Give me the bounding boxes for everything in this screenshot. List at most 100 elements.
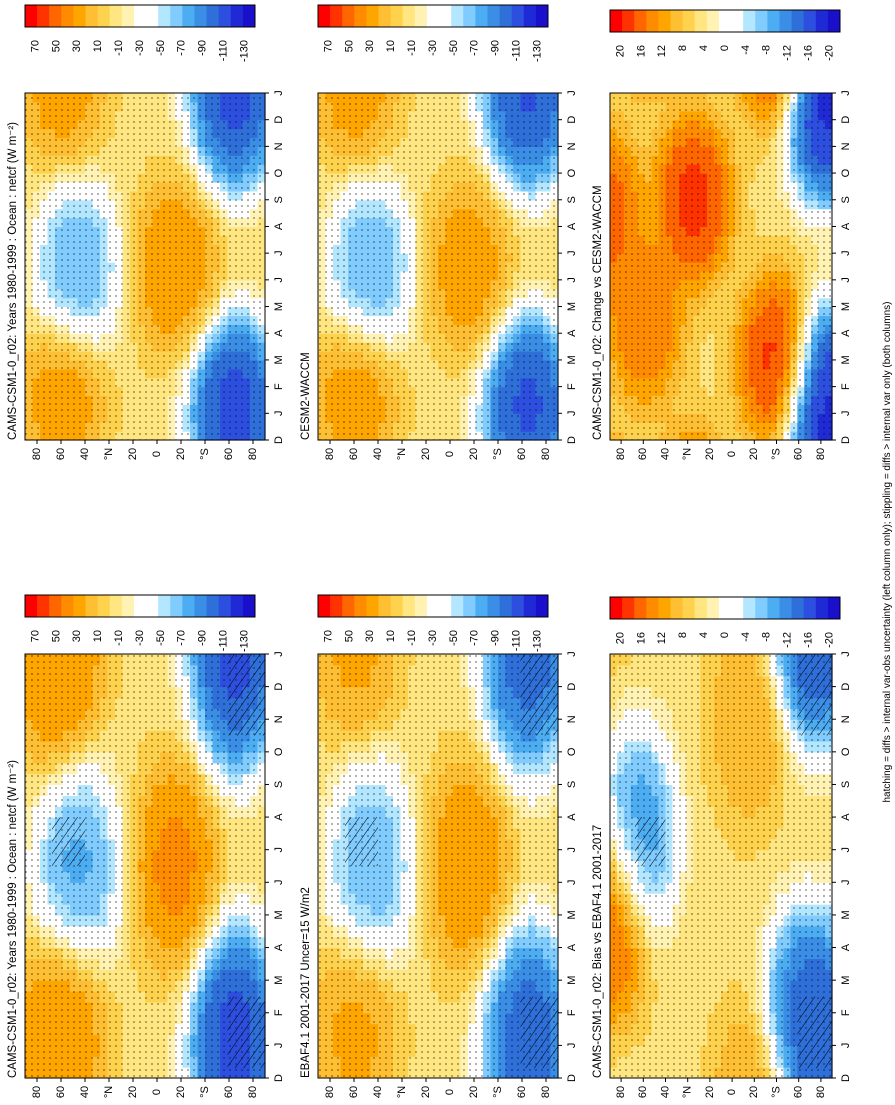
colorbar-swatch (218, 595, 232, 617)
latitude-tick-label: 0 (151, 1089, 163, 1095)
latitude-tick-label: 60 (55, 1086, 67, 1098)
colorbar-tick-label: -110 (218, 40, 230, 61)
colorbar-swatch (330, 595, 343, 617)
month-tick-label: M (566, 976, 578, 985)
month-tick-label: O (566, 747, 578, 756)
colorbar-swatch (242, 5, 256, 27)
colorbar-swatch (158, 5, 171, 27)
colorbar-tick-label: -30 (427, 630, 439, 646)
colorbar-swatch (194, 595, 207, 617)
month-tick-label: D (566, 683, 578, 691)
colorbar-tick-label: 50 (343, 630, 355, 642)
colorbar-swatch (61, 5, 74, 27)
colorbar-tick-label: -10 (113, 630, 125, 646)
month-tick-label: A (566, 813, 578, 821)
month-tick-label: J (566, 847, 578, 853)
colorbar-tick-label: 30 (364, 630, 376, 642)
colorbar-swatch (97, 5, 111, 27)
colorbar-swatch (97, 595, 111, 617)
hatching-overlay (227, 996, 265, 1069)
colorbar-swatch (511, 595, 525, 617)
colorbar-swatch (85, 595, 99, 617)
latitude-tick-label: 20 (127, 1086, 139, 1098)
colorbar-swatch (25, 5, 38, 27)
colorbar-swatch (158, 595, 171, 617)
latitude-tick-label: 20 (420, 1086, 432, 1098)
colorbar-swatch (475, 595, 488, 617)
month-tick-label: D (273, 436, 285, 444)
colorbar-tick-label: -90 (490, 630, 502, 646)
colorbar: 70 50 30 10 -10 -30 -50 -70 -90 -110 -130 (317, 594, 549, 652)
latitude-tick-label: 60 (55, 448, 67, 460)
latitude-tick-label: °N (396, 1086, 408, 1098)
latitude-tick-label: 60 (516, 1086, 528, 1098)
month-tick-label: J (273, 847, 285, 853)
colorbar-tick-label: 50 (50, 630, 62, 642)
colorbar-tick-label: 50 (50, 40, 62, 52)
colorbar-swatch (146, 595, 159, 617)
latitude-tick-label: 0 (444, 1089, 456, 1095)
latitude-tick-label: °N (103, 1086, 115, 1098)
colorbar-tick-label: 10 (92, 630, 104, 642)
latitude-tick-label: 60 (348, 1086, 360, 1098)
plot-frame (24, 653, 266, 1079)
latitude-tick-label: 60 (223, 448, 235, 460)
colorbar-swatch (37, 5, 50, 27)
month-tick-label: J (273, 90, 285, 96)
colorbar-swatch (182, 595, 195, 617)
plot-frame (317, 653, 559, 1079)
colorbar-tick-label: -110 (511, 630, 523, 651)
month-tick-label: M (273, 910, 285, 919)
colorbar-tick-label: -30 (134, 630, 146, 646)
colorbar-swatch (133, 595, 147, 617)
colorbar-swatch (121, 5, 135, 27)
colorbar-swatch (49, 595, 62, 617)
colorbar-swatch (170, 5, 183, 27)
month-tick-label: D (273, 683, 285, 691)
colorbar-tick-label: -110 (218, 630, 230, 651)
month-tick-label: M (566, 910, 578, 919)
latitude-tick-label: 80 (324, 1086, 336, 1098)
hatching-overlay (520, 996, 558, 1069)
latitude-tick-label: 40 (79, 1086, 91, 1098)
latitude-tick-label: 40 (372, 1086, 384, 1098)
month-tick-label: F (273, 383, 285, 390)
colorbar-swatch (378, 595, 392, 617)
month-tick-label: J (273, 250, 285, 256)
latitude-tick-label: 20 (175, 448, 187, 460)
colorbar-swatch (37, 595, 50, 617)
colorbar-tick-label: -70 (176, 40, 188, 56)
colorbar-swatch (414, 595, 428, 617)
colorbar-tick-label: -70 (469, 630, 481, 646)
colorbar-tick-label: -50 (155, 40, 167, 56)
chart-title: EBAF4.1 2001-2017 Uncer=15 W/m2 (300, 887, 312, 1078)
plot-frame (24, 92, 266, 441)
month-tick-label: A (273, 222, 285, 230)
latitude-tick-label: 80 (540, 1086, 552, 1098)
stippling-overlay (25, 93, 265, 440)
month-tick-label: J (273, 277, 285, 283)
latitude-tick-label: 60 (223, 1086, 235, 1098)
month-tick-label: F (273, 1009, 285, 1016)
latitude-tick-label: 0 (151, 451, 163, 457)
colorbar-swatch (218, 5, 232, 27)
colorbar-frame (24, 4, 256, 28)
latitude-tick-label: 80 (31, 448, 43, 460)
month-tick-label: N (566, 715, 578, 723)
colorbar-swatch (463, 595, 476, 617)
colorbar-swatch (318, 595, 331, 617)
colorbar-tick-label: 10 (92, 40, 104, 52)
hatching-overlay (52, 817, 85, 866)
latitude-tick-label: °S (492, 1086, 504, 1098)
colorbar-tick-label: -90 (197, 40, 209, 56)
colorbar-tick-label: -10 (406, 630, 418, 646)
month-tick-label: A (273, 813, 285, 821)
hatching-overlay (227, 654, 265, 736)
colorbar-swatch (170, 595, 183, 617)
colorbar-swatch (61, 595, 74, 617)
month-tick-label: J (566, 880, 578, 886)
latitude-tick-label: °S (199, 1086, 211, 1098)
